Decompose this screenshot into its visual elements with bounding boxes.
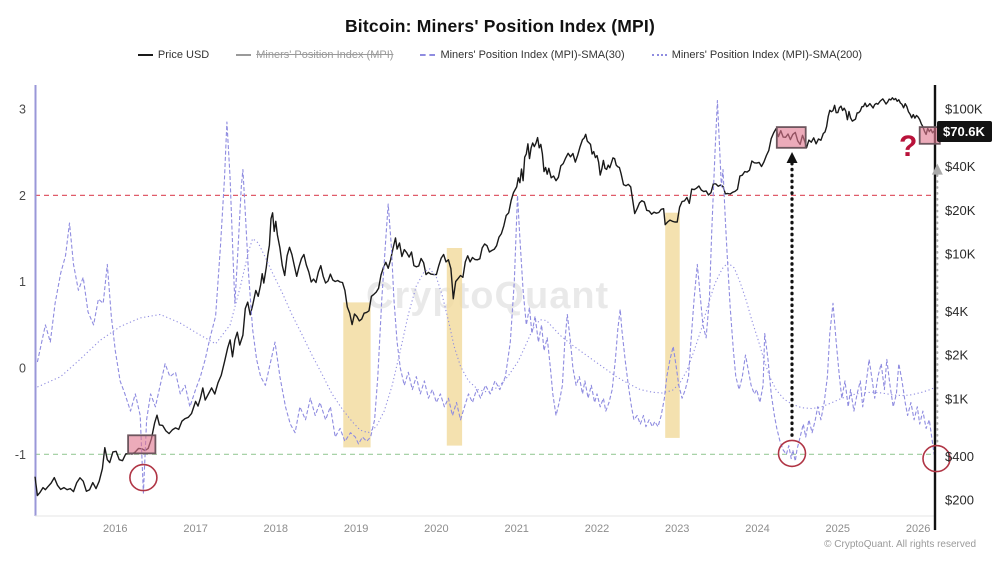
right-axis-tick-label: $200 [945, 493, 974, 508]
x-axis-tick-label: 2026 [906, 523, 930, 535]
left-axis-tick-label: 2 [19, 189, 26, 203]
legend: Price USD Miners' Position Index (MPI) M… [0, 49, 1000, 61]
right-axis-tick-label: $1K [945, 391, 968, 406]
copyright-notice: © CryptoQuant. All rights reserved [824, 539, 976, 550]
legend-item-mpi-sma200[interactable]: Miners' Position Index (MPI)-SMA(200) [651, 49, 863, 61]
question-mark-annotation: ? [899, 130, 918, 163]
watermark: CryptoQuant [366, 275, 609, 317]
left-axis-tick-label: 3 [19, 103, 26, 117]
highlight-band [343, 302, 371, 448]
x-axis-tick-label: 2023 [665, 523, 689, 535]
legend-label: Miners' Position Index (MPI)-SMA(200) [671, 49, 863, 61]
legend-item-mpi[interactable]: Miners' Position Index (MPI) [236, 49, 393, 61]
mpi-line-marker-icon [236, 54, 252, 56]
highlight-band [665, 212, 680, 438]
series-price-usd [34, 97, 935, 497]
x-axis-tick-label: 2021 [504, 523, 528, 535]
left-axis-tick-label: 1 [19, 275, 26, 289]
right-axis-tick-label: $100K [945, 102, 983, 117]
right-axis-tick-label: $2K [945, 348, 968, 363]
highlight-band [446, 248, 463, 446]
bottom-signal-circle [922, 444, 951, 473]
x-axis-tick-label: 2024 [745, 523, 769, 535]
sma30-line-marker-icon [420, 54, 436, 56]
legend-label: Price USD [157, 49, 210, 61]
left-axis-tick-label: -1 [15, 448, 26, 462]
x-axis-tick-label: 2018 [264, 523, 288, 535]
price-line-marker-icon [137, 54, 153, 56]
sma200-line-marker-icon [651, 54, 667, 56]
legend-label: Miners' Position Index (MPI)-SMA(30) [440, 49, 625, 61]
pattern-highlight-box [127, 434, 157, 455]
x-axis-tick-label: 2020 [424, 523, 448, 535]
arrowhead-up-icon [786, 151, 798, 163]
x-axis-tick-label: 2019 [344, 523, 368, 535]
pattern-highlight-box [775, 126, 807, 149]
left-axis-tick-label: 0 [19, 362, 26, 376]
right-axis-tick-label: $10K [945, 246, 976, 261]
legend-item-mpi-sma30[interactable]: Miners' Position Index (MPI)-SMA(30) [420, 49, 625, 61]
series-miners-position-index-mpi-sma-30- [36, 99, 937, 494]
bottom-signal-circle [777, 439, 807, 468]
legend-label: Miners' Position Index (MPI) [256, 49, 394, 61]
arrowhead-up-icon [931, 163, 943, 175]
right-axis-tick-label: $400 [945, 449, 974, 464]
series-miners-position-index-mpi-sma-200- [37, 238, 936, 434]
x-axis-tick-label: 2025 [826, 523, 850, 535]
last-price-badge: $70.6K [937, 121, 992, 142]
legend-item-price-usd[interactable]: Price USD [137, 49, 210, 61]
right-axis-tick-label: $4K [945, 304, 968, 319]
x-axis-tick-label: 2017 [183, 523, 207, 535]
page-title: Bitcoin: Miners' Position Index (MPI) [344, 16, 656, 36]
x-axis-tick-label: 2022 [585, 523, 609, 535]
x-axis-tick-label: 2016 [103, 523, 127, 535]
right-axis-tick-label: $40K [945, 159, 976, 174]
right-axis-tick-label: $20K [945, 203, 976, 218]
bottom-signal-circle [129, 463, 158, 492]
